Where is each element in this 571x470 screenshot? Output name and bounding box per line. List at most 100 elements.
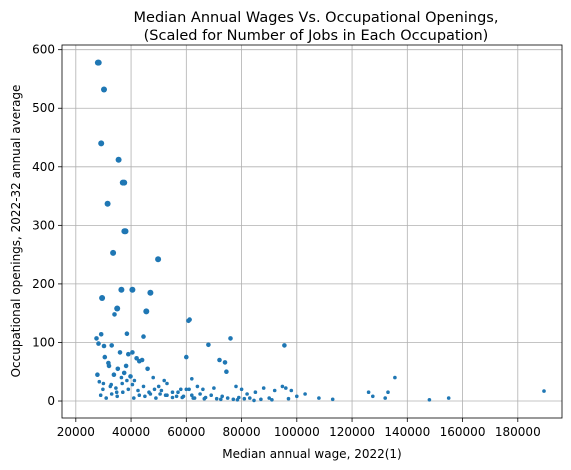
data-point <box>117 350 123 355</box>
chart-title-line-2: (Scaled for Number of Jobs in Each Occup… <box>144 28 489 44</box>
data-point <box>114 305 121 312</box>
data-point <box>267 396 272 400</box>
data-point <box>195 384 200 389</box>
data-point <box>366 390 371 395</box>
data-point <box>220 394 224 399</box>
data-point <box>129 286 136 293</box>
data-point <box>187 387 191 392</box>
data-point <box>128 374 133 379</box>
data-point <box>111 372 117 378</box>
data-point <box>97 379 102 384</box>
data-point <box>286 396 291 401</box>
data-point <box>219 397 223 402</box>
data-point <box>152 387 157 392</box>
data-points <box>94 59 546 403</box>
data-point <box>109 392 114 396</box>
x-tick-label: 20000 <box>57 425 95 439</box>
data-point <box>106 360 111 366</box>
data-point <box>132 378 137 383</box>
data-point <box>212 386 216 390</box>
data-point <box>112 312 117 317</box>
data-point <box>147 390 151 395</box>
data-point <box>191 396 195 400</box>
data-point <box>121 228 128 235</box>
data-point <box>141 334 146 339</box>
data-point <box>317 396 321 400</box>
x-tick-label: 140000 <box>384 425 430 439</box>
data-point <box>272 388 277 393</box>
data-point <box>98 332 104 337</box>
data-point <box>239 387 244 392</box>
data-point <box>139 357 145 363</box>
x-tick-label: 180000 <box>495 425 541 439</box>
data-point <box>371 394 375 399</box>
data-point <box>163 393 168 398</box>
data-point <box>101 381 106 386</box>
data-point <box>248 396 252 400</box>
data-point <box>217 357 222 363</box>
data-point <box>141 384 146 389</box>
data-point <box>114 386 118 390</box>
data-point <box>124 331 130 337</box>
data-point <box>228 336 233 341</box>
data-point <box>115 366 121 372</box>
data-point <box>121 370 127 376</box>
data-point <box>184 387 189 392</box>
data-point <box>190 393 194 398</box>
data-point <box>158 392 162 396</box>
data-point <box>115 394 119 399</box>
data-point <box>180 395 184 400</box>
data-point <box>130 382 135 387</box>
data-point <box>114 390 119 395</box>
data-point <box>165 381 169 386</box>
y-tick-label: 500 <box>32 101 55 115</box>
data-point <box>245 392 249 396</box>
x-axis-ticks: 20000 40000 60000 80000 100000 120000 140000 16… <box>57 418 541 439</box>
data-point <box>118 286 125 293</box>
data-point <box>383 396 388 400</box>
data-point <box>115 156 122 163</box>
data-point <box>261 386 266 390</box>
data-point <box>252 398 256 403</box>
data-point <box>147 289 154 296</box>
x-tick-label: 120000 <box>329 425 375 439</box>
data-point <box>242 396 247 401</box>
data-point <box>109 382 113 387</box>
data-point <box>145 366 150 372</box>
data-point <box>95 59 102 66</box>
data-point <box>156 384 161 389</box>
y-tick-label: 200 <box>32 277 55 291</box>
data-point <box>151 375 155 380</box>
data-point <box>110 249 117 256</box>
data-point <box>253 390 258 395</box>
data-point <box>154 396 158 400</box>
data-point <box>280 384 285 389</box>
data-point <box>282 343 287 348</box>
data-point <box>225 396 230 400</box>
data-point <box>174 394 179 399</box>
x-tick-label: 40000 <box>112 425 150 439</box>
data-point <box>132 396 136 400</box>
data-point <box>330 397 335 402</box>
data-point <box>120 381 124 386</box>
data-point <box>136 388 140 393</box>
data-point <box>289 388 294 393</box>
data-point <box>123 363 129 369</box>
data-point <box>126 387 131 392</box>
y-tick-label: 600 <box>32 43 55 57</box>
data-point <box>121 390 125 395</box>
data-point <box>284 386 288 390</box>
data-point <box>162 378 166 383</box>
chart-title-line-1: Median Annual Wages Vs. Occupational Ope… <box>134 10 499 26</box>
data-point <box>224 369 229 375</box>
data-point <box>222 360 228 365</box>
data-point <box>303 392 307 396</box>
data-point <box>121 179 128 186</box>
y-tick-label: 300 <box>32 218 55 232</box>
data-point <box>102 354 108 360</box>
data-point <box>170 390 175 395</box>
data-point <box>143 308 150 315</box>
x-tick-label: 80000 <box>222 425 260 439</box>
data-point <box>179 387 183 392</box>
